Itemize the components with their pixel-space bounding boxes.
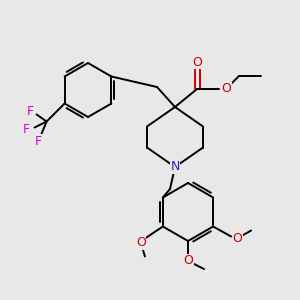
Text: O: O [183, 254, 193, 268]
Text: F: F [27, 105, 34, 118]
Text: F: F [35, 135, 42, 148]
Text: O: O [221, 82, 231, 95]
Text: F: F [23, 123, 30, 136]
Text: O: O [192, 56, 202, 68]
Text: O: O [232, 232, 242, 245]
Text: O: O [136, 236, 146, 249]
Text: N: N [170, 160, 180, 173]
